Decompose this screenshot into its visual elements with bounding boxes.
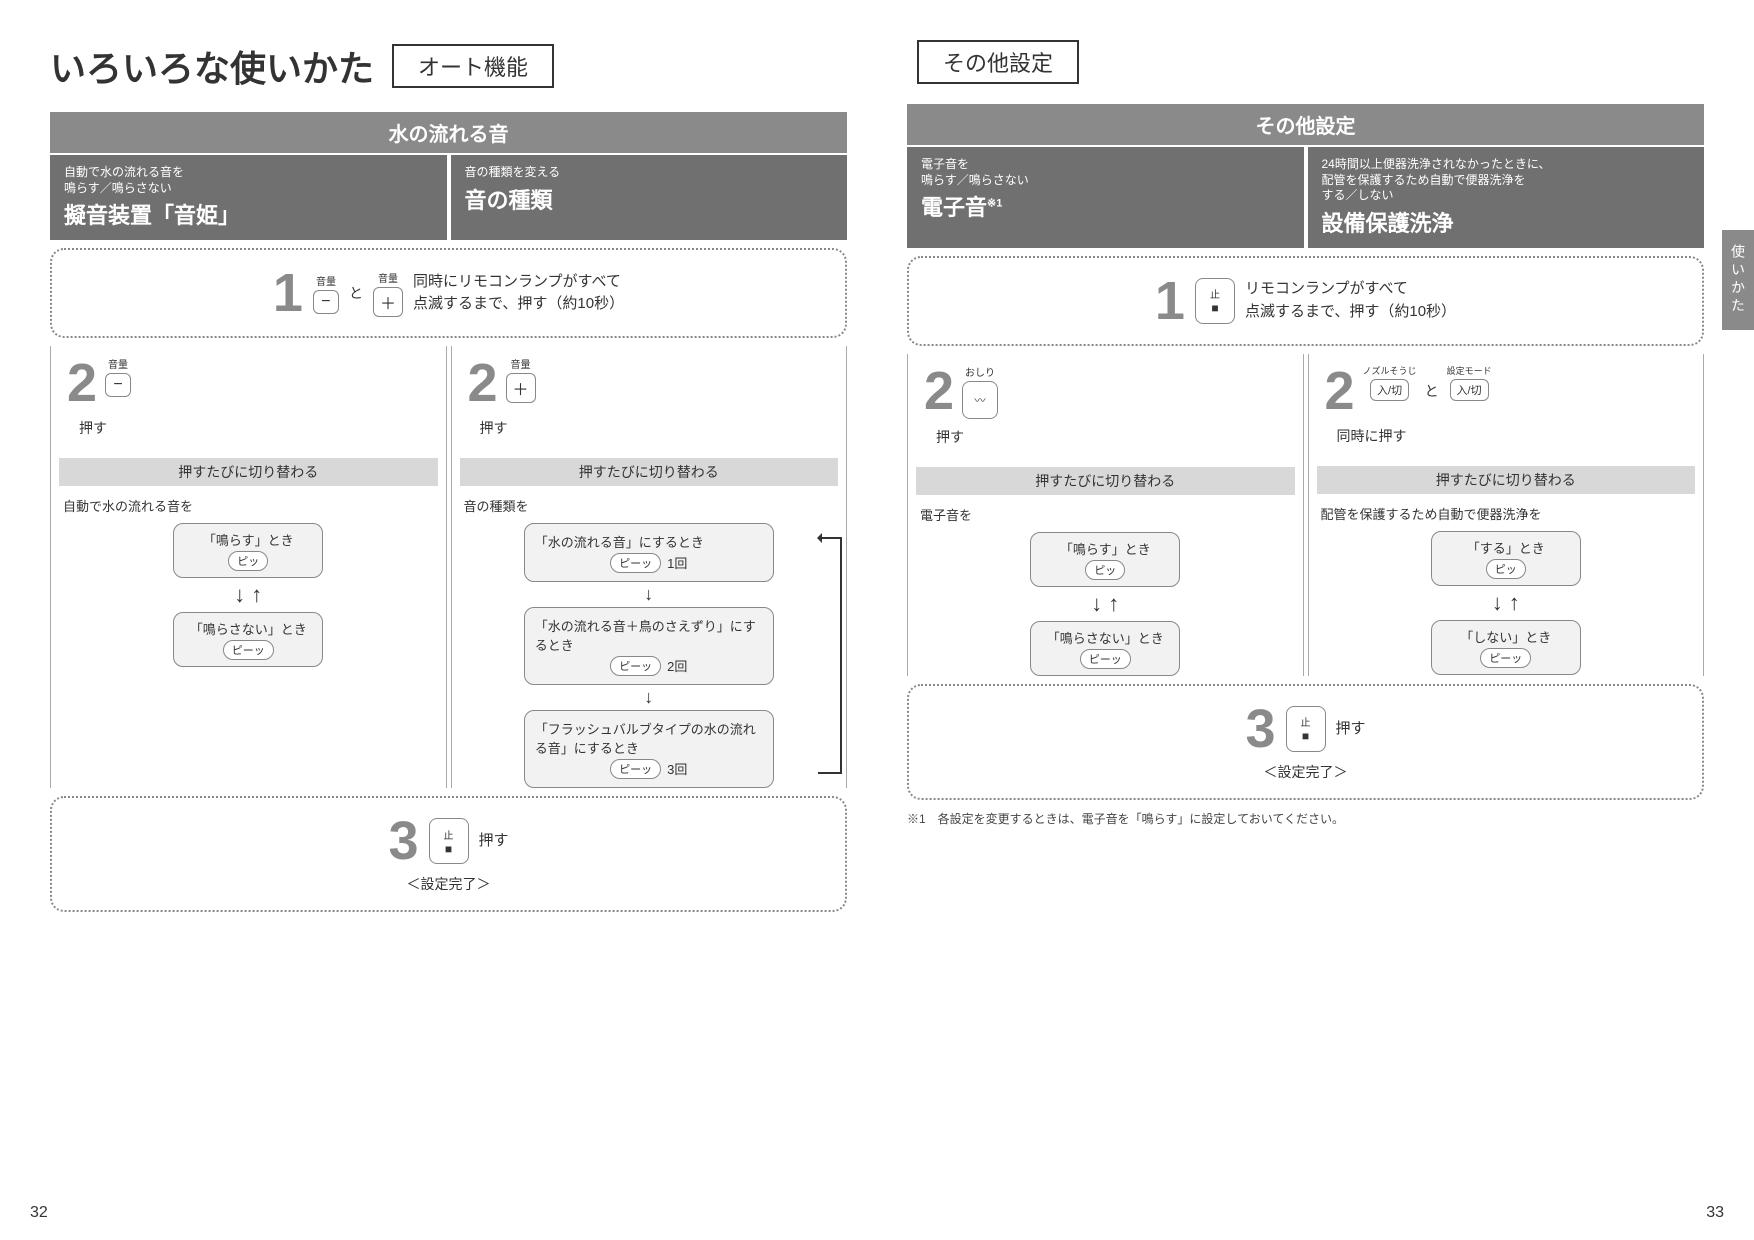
page-number: 32 xyxy=(30,1204,48,1222)
toggle-bar: 押すたびに切り替わる xyxy=(59,458,438,486)
step-number: 2 xyxy=(924,364,954,418)
step3-box-left: 3 止 ■ 押す ＜設定完了＞ xyxy=(50,796,847,912)
step-number: 3 xyxy=(388,814,418,868)
step1-text: リモコンランプがすべて 点滅するまで、押す（約10秒） xyxy=(1245,278,1456,323)
state-water: 「水の流れる音」にするとき ピーッ1回 xyxy=(524,523,774,582)
step1-text: 同時にリモコンランプがすべて 点滅するまで、押す（約10秒） xyxy=(413,271,624,316)
column-sound-type: 2 音量 ＋ 押す 押すたびに切り替わる 音の種類を 「水の流れる音」にするとき… xyxy=(451,346,848,788)
stop-button[interactable]: 止 ■ xyxy=(1195,278,1235,324)
toggle-arrows-icon: ↓↑ xyxy=(1492,590,1520,616)
stop-button[interactable]: 止 ■ xyxy=(1286,706,1326,752)
step-number: 2 xyxy=(1325,364,1355,418)
step-number: 2 xyxy=(468,356,498,410)
column-otohime: 2 音量 − 押す 押すたびに切り替わる 自動で水の流れる音を 「鳴らす」とき … xyxy=(50,346,447,788)
side-tab-usage: 使いかた xyxy=(1722,230,1754,330)
complete-text: ＜設定完了＞ xyxy=(70,874,827,894)
subheader-beep: 電子音を 鳴らす／鳴らさない 電子音※1 xyxy=(907,147,1304,248)
toggle-arrows-icon: ↓↑ xyxy=(1091,591,1119,617)
down-arrow-icon: ↓ xyxy=(644,687,653,708)
state-off: 「鳴らさない」とき ピーッ xyxy=(1030,621,1180,676)
footnote: ※1 各設定を変更するときは、電子音を「鳴らす」に設定しておいてください。 xyxy=(907,810,1704,827)
subheader-maintenance-flush: 24時間以上便器洗浄されなかったときに、 配管を保護するため自動で便器洗浄を す… xyxy=(1308,147,1705,248)
loop-arrow-icon xyxy=(818,537,842,774)
toggle-bar: 押すたびに切り替わる xyxy=(1317,466,1696,494)
subheader-otohime: 自動で水の流れる音を 鳴らす／鳴らさない 擬音装置「音姫」 xyxy=(50,155,447,240)
toggle-bar: 押すたびに切り替わる xyxy=(460,458,839,486)
state-flush-valve: 「フラッシュバルブタイプの水の流れる音」にするとき ピーッ3回 xyxy=(524,710,774,788)
state-on: 「鳴らす」とき ピッ xyxy=(1030,532,1180,587)
main-title: いろいろな使いかた xyxy=(50,40,374,92)
step3-box-right: 3 止 ■ 押す ＜設定完了＞ xyxy=(907,684,1704,800)
section-header-other: その他設定 xyxy=(907,104,1704,145)
step1-box-left: 1 音量 − と 音量 ＋ 同時にリモコンランプがすべて 点滅するまで、押す（約… xyxy=(50,248,847,338)
complete-text: ＜設定完了＞ xyxy=(927,762,1684,782)
rear-wash-button[interactable]: 〰 xyxy=(962,381,998,419)
volume-plus-button[interactable]: ＋ xyxy=(506,373,536,403)
state-on: 「鳴らす」とき ピッ xyxy=(173,523,323,578)
step1-box-right: 1 止 ■ リモコンランプがすべて 点滅するまで、押す（約10秒） xyxy=(907,256,1704,346)
subheader-sound-type: 音の種類を変える 音の種類 xyxy=(451,155,848,240)
down-arrow-icon: ↓ xyxy=(644,584,653,605)
state-on: 「する」とき ピッ xyxy=(1431,531,1581,586)
state-off: 「鳴らさない」とき ピーッ xyxy=(173,612,323,667)
toggle-arrows-icon: ↓↑ xyxy=(234,582,262,608)
volume-minus-button[interactable]: − xyxy=(105,373,131,397)
toggle-bar: 押すたびに切り替わる xyxy=(916,467,1295,495)
step-number: 1 xyxy=(1155,274,1185,328)
title-box-auto: オート機能 xyxy=(392,44,554,88)
section-header-water-sound: 水の流れる音 xyxy=(50,112,847,153)
step-number: 2 xyxy=(67,356,97,410)
column-beep: 2 おしり 〰 押す 押すたびに切り替わる 電子音を 「鳴らす」とき xyxy=(907,354,1304,676)
page-number: 33 xyxy=(1706,1204,1724,1222)
step-number: 1 xyxy=(273,266,303,320)
state-off: 「しない」とき ピーッ xyxy=(1431,620,1581,675)
state-water-bird: 「水の流れる音＋鳥のさえずり」にするとき ピーッ2回 xyxy=(524,607,774,685)
column-maintenance-flush: 2 ノズルそうじ 入/切 と 設定モード 入/切 同時に押す 押すたびに切り替わ… xyxy=(1308,354,1705,676)
step-number: 3 xyxy=(1245,702,1275,756)
setting-mode-button[interactable]: 入/切 xyxy=(1450,379,1489,401)
title-box-other: その他設定 xyxy=(917,40,1079,84)
stop-button[interactable]: 止 ■ xyxy=(429,818,469,864)
volume-minus-button[interactable]: − xyxy=(313,290,339,314)
nozzle-clean-button[interactable]: 入/切 xyxy=(1370,379,1409,401)
volume-plus-button[interactable]: ＋ xyxy=(373,287,403,317)
